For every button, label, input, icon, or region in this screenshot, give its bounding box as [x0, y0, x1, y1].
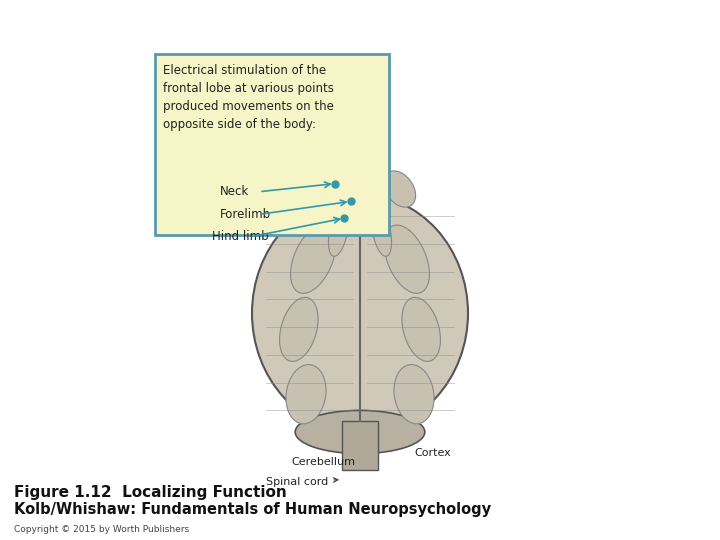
Text: Hind limb: Hind limb: [212, 230, 269, 243]
Text: Copyright © 2015 by Worth Publishers: Copyright © 2015 by Worth Publishers: [14, 524, 189, 534]
FancyBboxPatch shape: [155, 54, 389, 235]
Ellipse shape: [305, 171, 336, 207]
Ellipse shape: [402, 298, 441, 361]
Ellipse shape: [279, 298, 318, 361]
Ellipse shape: [384, 171, 415, 207]
Text: Electrical stimulation of the
frontal lobe at various points
produced movements : Electrical stimulation of the frontal lo…: [163, 64, 334, 131]
Ellipse shape: [394, 364, 434, 424]
Ellipse shape: [291, 225, 336, 293]
Ellipse shape: [328, 208, 348, 256]
Text: Kolb/Whishaw: Fundamentals of Human Neuropsychology: Kolb/Whishaw: Fundamentals of Human Neur…: [14, 502, 492, 517]
Text: Cortex: Cortex: [414, 448, 451, 458]
Ellipse shape: [372, 208, 392, 256]
Ellipse shape: [252, 194, 468, 432]
Text: Figure 1.12  Localizing Function: Figure 1.12 Localizing Function: [14, 484, 287, 500]
Text: Forelimb: Forelimb: [220, 208, 271, 221]
Text: Neck: Neck: [220, 185, 249, 198]
Bar: [342, 421, 378, 470]
Ellipse shape: [295, 410, 425, 454]
Ellipse shape: [286, 364, 326, 424]
Text: Cerebellum: Cerebellum: [292, 457, 356, 468]
Ellipse shape: [384, 225, 429, 293]
Text: Spinal cord: Spinal cord: [266, 477, 338, 487]
